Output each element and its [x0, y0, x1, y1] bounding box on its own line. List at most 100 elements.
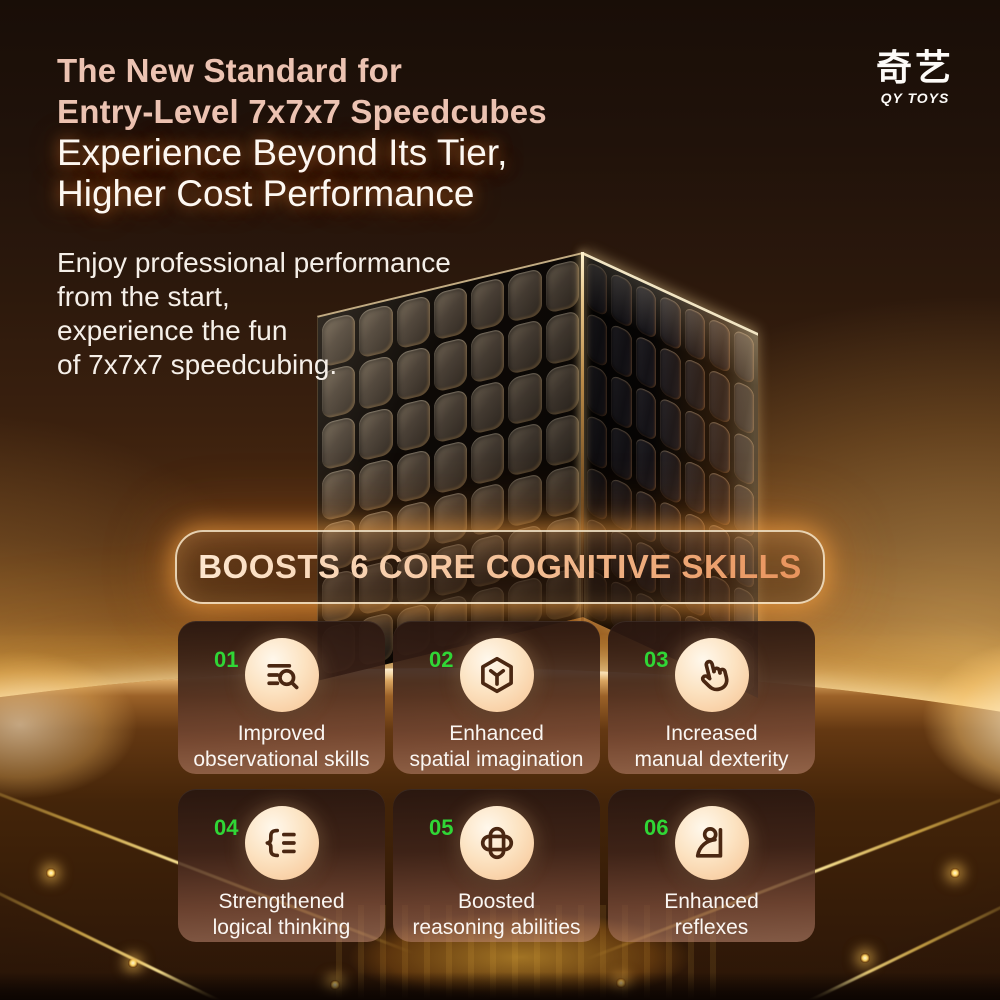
- cube-tile: [709, 470, 730, 528]
- headline-line-1: The New Standard for: [57, 52, 403, 89]
- cube-tile: [684, 408, 706, 465]
- cube-tile: [471, 482, 505, 538]
- list-search-icon: [244, 638, 319, 712]
- cube-hexagon-icon: [459, 638, 534, 712]
- skill-card-2: 02 Enhanced spatial imagination: [393, 621, 600, 774]
- skill-label: Increased manual dexterity: [634, 722, 789, 771]
- cube-tile: [433, 439, 468, 495]
- sparkle: [860, 953, 870, 963]
- cube-tile: [684, 459, 706, 516]
- headline-bold: The New Standard for Entry-Level 7x7x7 S…: [57, 50, 547, 132]
- cube-tile: [611, 272, 632, 329]
- headline-light: Experience Beyond Its Tier, Higher Cost …: [57, 132, 547, 214]
- bottom-fade: [0, 972, 1000, 1000]
- cube-tile: [396, 448, 430, 504]
- sparkle: [128, 958, 138, 968]
- cube-tile: [684, 305, 706, 363]
- skill-label: Improved observational skills: [193, 722, 370, 771]
- cube-tile: [471, 276, 505, 333]
- sparkle: [950, 868, 960, 878]
- skill-label: Enhanced reflexes: [664, 890, 759, 939]
- cube-tile: [660, 448, 681, 505]
- cube-tile: [433, 388, 468, 444]
- cube-tile: [611, 323, 632, 380]
- cube-tile: [611, 374, 632, 431]
- flexed-arm-icon: [674, 806, 749, 880]
- cube-tile: [587, 363, 608, 420]
- cube-tile: [611, 476, 632, 534]
- cube-tile: [508, 473, 542, 529]
- cube-tile: [545, 310, 579, 366]
- cube-tile: [660, 396, 681, 454]
- cube-tile: [611, 425, 632, 483]
- cube-tile: [587, 260, 608, 318]
- cube-tile: [587, 414, 608, 471]
- cube-tile: [396, 397, 430, 453]
- cube-tile: [508, 267, 542, 324]
- cube-tile: [587, 311, 608, 369]
- cube-tile: [359, 406, 393, 462]
- cube-tile: [733, 430, 754, 488]
- skill-number: 02: [429, 647, 454, 672]
- skill-number: 06: [644, 815, 669, 840]
- brand-logo-chinese: 奇艺: [875, 47, 954, 88]
- intro-text: Enjoy professional performance from the …: [57, 246, 451, 382]
- skill-card-4: 04 Strengthened logical thinking: [178, 789, 385, 942]
- skill-label: Enhanced spatial imagination: [409, 722, 584, 771]
- banner-title: BOOSTS 6 CORE COGNITIVE SKILLS: [198, 548, 802, 585]
- skill-number: 05: [429, 815, 454, 840]
- skill-card-1: 01 Improved observational skills: [178, 621, 385, 774]
- cube-tile: [545, 361, 579, 417]
- cube-tile: [508, 370, 542, 426]
- skill-label: Strengthened logical thinking: [212, 890, 351, 939]
- cube-tile: [545, 464, 579, 520]
- interlocked-loops-icon: [459, 806, 534, 880]
- cube-tile: [471, 328, 505, 384]
- cube-tile: [545, 412, 579, 469]
- cube-corner-edge: [581, 252, 584, 622]
- intro-line-2: from the start,: [57, 281, 230, 312]
- cube-tile: [733, 328, 754, 386]
- intro-line-4: of 7x7x7 speedcubing.: [57, 349, 338, 380]
- headline-line-3: Experience Beyond Its Tier,: [57, 132, 508, 173]
- skill-card-5: 05 Boosted reasoning abilities: [393, 789, 600, 942]
- cube-tile: [635, 283, 657, 341]
- cube-tile: [545, 258, 579, 315]
- skill-card-6: 06 Enhanced reflexes: [608, 789, 815, 942]
- skill-number: 04: [214, 815, 239, 840]
- hand-tap-icon: [674, 638, 749, 712]
- sparkle: [46, 868, 56, 878]
- cube-tile: [709, 368, 730, 426]
- cube-tile: [733, 379, 754, 437]
- cube-tile: [471, 430, 505, 486]
- cube-tile: [359, 457, 393, 513]
- cube-tile: [635, 385, 657, 443]
- brand-logo-english: QY TOYS: [880, 90, 950, 106]
- cube-tile: [471, 379, 505, 435]
- headline: The New Standard for Entry-Level 7x7x7 S…: [57, 50, 547, 214]
- cube-tile: [684, 357, 706, 414]
- cube-tile: [508, 421, 542, 478]
- cube-tile: [660, 294, 681, 352]
- cube-tile: [709, 317, 730, 374]
- cube-tile: [322, 415, 356, 471]
- skill-number: 03: [644, 647, 669, 672]
- skill-number: 01: [214, 647, 239, 672]
- headline-line-4: Higher Cost Performance: [57, 173, 475, 214]
- headline-line-2: Entry-Level 7x7x7 Speedcubes: [57, 93, 547, 130]
- skill-cards: 01 Improved observational skills 02 Enha…: [178, 621, 815, 942]
- cube-tile: [508, 319, 542, 375]
- speedcube-7x7x7: [317, 252, 758, 702]
- brand-logo: 奇艺 QY TOYS: [875, 47, 954, 107]
- brace-list-icon: [244, 806, 319, 880]
- cube-tile: [322, 466, 356, 522]
- intro-line-3: experience the fun: [57, 315, 288, 346]
- intro-line-1: Enjoy professional performance: [57, 247, 451, 278]
- skill-label: Boosted reasoning abilities: [412, 890, 581, 939]
- cube-tile: [709, 419, 730, 477]
- cube-tile: [660, 345, 681, 403]
- skill-card-3: 03 Increased manual dexterity: [608, 621, 815, 774]
- cube-tile: [587, 465, 608, 522]
- banner: BOOSTS 6 CORE COGNITIVE SKILLS: [175, 530, 825, 604]
